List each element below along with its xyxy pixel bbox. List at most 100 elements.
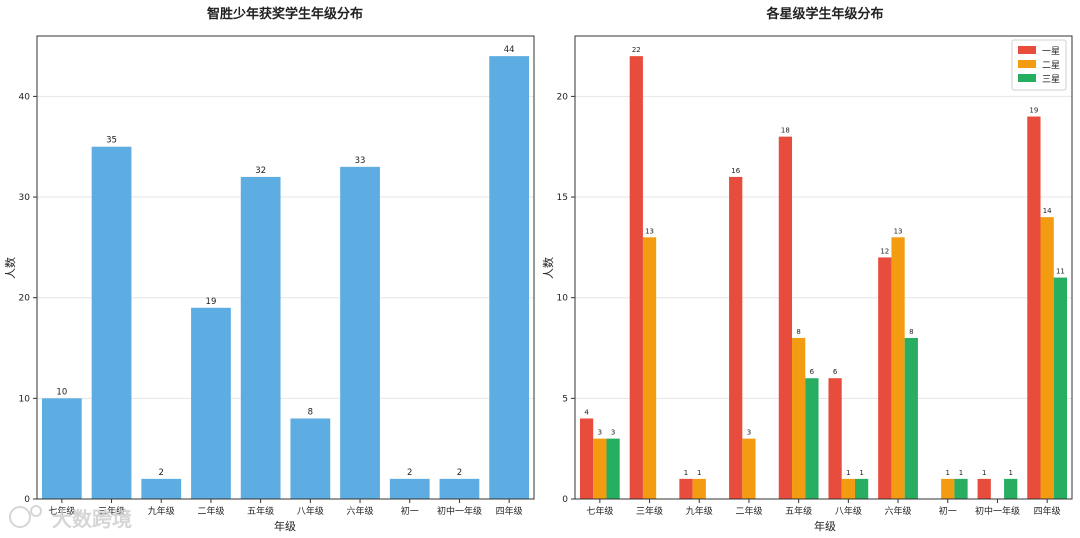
bar bbox=[1027, 116, 1041, 500]
y-tick-label: 20 bbox=[19, 294, 31, 304]
legend-swatch bbox=[1018, 60, 1036, 68]
bar bbox=[977, 478, 991, 499]
data-label: 1 bbox=[859, 469, 863, 477]
y-tick-label: 15 bbox=[557, 193, 568, 203]
data-label: 32 bbox=[255, 166, 266, 176]
bar bbox=[941, 478, 955, 499]
bar bbox=[629, 56, 643, 500]
bar bbox=[904, 337, 918, 499]
data-label: 1 bbox=[697, 469, 701, 477]
chart-title: 各星级学生年级分布 bbox=[765, 6, 883, 22]
data-label: 1 bbox=[684, 469, 688, 477]
grade-distribution-chart: 智胜少年获奖学生年级分布 年级 人数 0 10 20 30 40 10 七年级 35 三年级 2 九… bbox=[4, 6, 535, 533]
bar bbox=[742, 438, 756, 499]
x-tick-label: 六年级 bbox=[885, 505, 912, 517]
data-label: 2 bbox=[159, 468, 164, 478]
legend-swatch bbox=[1018, 46, 1036, 54]
legend-swatch bbox=[1018, 74, 1036, 82]
legend-label: 三星 bbox=[1042, 74, 1060, 85]
data-label: 3 bbox=[598, 429, 602, 437]
bar bbox=[91, 146, 132, 499]
x-tick-label: 九年级 bbox=[686, 505, 713, 517]
bar bbox=[692, 478, 706, 499]
chart-title: 智胜少年获奖学生年级分布 bbox=[207, 6, 363, 22]
data-label: 2 bbox=[407, 468, 412, 478]
x-axis-label: 年级 bbox=[814, 519, 836, 533]
y-tick-label: 0 bbox=[24, 495, 30, 505]
data-label: 16 bbox=[731, 167, 740, 175]
plot-frame bbox=[574, 35, 1073, 500]
x-tick-label: 八年级 bbox=[297, 505, 324, 517]
watermark: 大数跨境 bbox=[9, 505, 132, 531]
data-label: 1 bbox=[959, 469, 963, 477]
data-label: 35 bbox=[106, 136, 117, 146]
data-label: 1 bbox=[982, 469, 986, 477]
data-label: 6 bbox=[833, 368, 838, 376]
x-tick-label: 初中一年级 bbox=[437, 505, 482, 517]
bar bbox=[954, 478, 968, 499]
y-tick-label: 30 bbox=[19, 193, 31, 203]
data-label: 44 bbox=[504, 45, 515, 55]
bar bbox=[593, 438, 607, 499]
x-tick-label: 三年级 bbox=[636, 505, 663, 517]
bar bbox=[1004, 478, 1018, 499]
y-tick-label: 10 bbox=[19, 394, 31, 404]
data-label: 33 bbox=[355, 156, 366, 166]
data-label: 11 bbox=[1056, 268, 1065, 276]
bar bbox=[1040, 217, 1054, 499]
watermark-text: 大数跨境 bbox=[52, 507, 132, 531]
bar bbox=[439, 478, 480, 499]
bar bbox=[841, 478, 855, 499]
plot-frame bbox=[36, 35, 535, 500]
x-axis-label: 年级 bbox=[274, 519, 296, 533]
bar bbox=[41, 398, 82, 499]
watermark-logo-icon bbox=[9, 506, 31, 528]
bar bbox=[1053, 277, 1068, 499]
bar bbox=[389, 478, 430, 499]
data-label: 3 bbox=[611, 429, 615, 437]
x-tick-label: 六年级 bbox=[347, 505, 374, 517]
data-label: 1 bbox=[1008, 469, 1012, 477]
legend-label: 一星 bbox=[1042, 46, 1060, 57]
x-tick-label: 八年级 bbox=[835, 505, 862, 517]
bar bbox=[191, 307, 231, 499]
x-tick-label: 四年级 bbox=[1034, 505, 1061, 517]
data-label: 14 bbox=[1043, 207, 1052, 215]
bar bbox=[729, 176, 743, 500]
data-label: 2 bbox=[457, 468, 462, 478]
x-tick-label: 四年级 bbox=[496, 505, 523, 517]
y-tick-label: 40 bbox=[19, 92, 31, 102]
bar bbox=[792, 337, 806, 499]
data-label: 4 bbox=[584, 408, 589, 416]
data-label: 3 bbox=[747, 429, 751, 437]
watermark-logo-dot-icon bbox=[30, 505, 42, 517]
legend-label: 二星 bbox=[1042, 60, 1060, 71]
x-tick-label: 五年级 bbox=[247, 505, 274, 517]
x-tick-label: 五年级 bbox=[785, 505, 812, 517]
bar bbox=[778, 136, 793, 500]
bar bbox=[878, 257, 892, 499]
data-label: 8 bbox=[796, 328, 800, 336]
data-label: 13 bbox=[645, 227, 654, 235]
bar bbox=[828, 378, 842, 499]
x-tick-label: 九年级 bbox=[148, 505, 175, 517]
bar bbox=[240, 176, 281, 500]
bar bbox=[141, 478, 182, 499]
bar bbox=[805, 378, 819, 499]
data-label: 13 bbox=[894, 227, 903, 235]
data-label: 22 bbox=[632, 46, 641, 54]
y-axis-label: 人数 bbox=[4, 257, 17, 279]
x-tick-label: 七年级 bbox=[586, 505, 613, 517]
y-axis-label: 人数 bbox=[542, 257, 555, 279]
x-tick-label: 二年级 bbox=[197, 505, 224, 517]
bar bbox=[642, 237, 657, 499]
y-tick-label: 5 bbox=[562, 394, 568, 404]
data-label: 1 bbox=[946, 469, 950, 477]
bar bbox=[854, 478, 869, 499]
data-label: 10 bbox=[56, 387, 67, 397]
x-tick-label: 三年级 bbox=[98, 505, 125, 517]
data-label: 6 bbox=[810, 368, 815, 376]
data-label: 19 bbox=[1029, 107, 1038, 115]
